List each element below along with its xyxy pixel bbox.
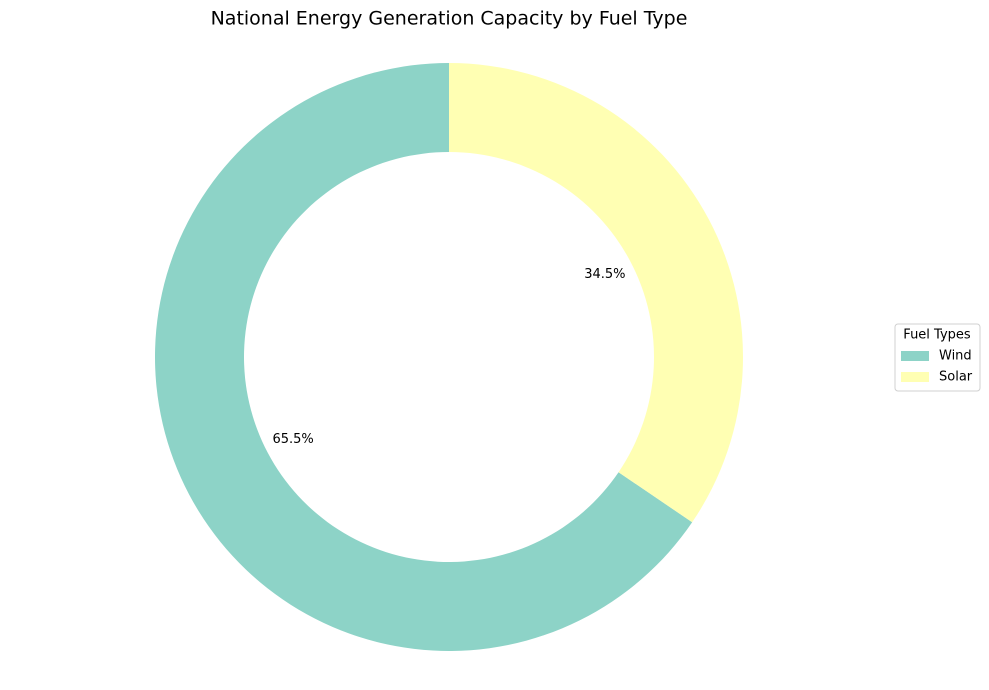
slice-label: 34.5% bbox=[584, 267, 625, 282]
donut-slice bbox=[154, 63, 693, 652]
chart-title: National Energy Generation Capacity by F… bbox=[211, 8, 688, 30]
legend-swatch bbox=[901, 351, 929, 361]
legend-title: Fuel Types bbox=[903, 328, 971, 343]
donut-slice bbox=[449, 63, 743, 523]
legend: Fuel Types Wind Solar bbox=[894, 323, 981, 392]
slice-label: 65.5% bbox=[272, 432, 313, 447]
legend-label: Wind bbox=[939, 349, 972, 364]
legend-label: Solar bbox=[939, 370, 973, 385]
legend-swatch bbox=[901, 372, 929, 382]
